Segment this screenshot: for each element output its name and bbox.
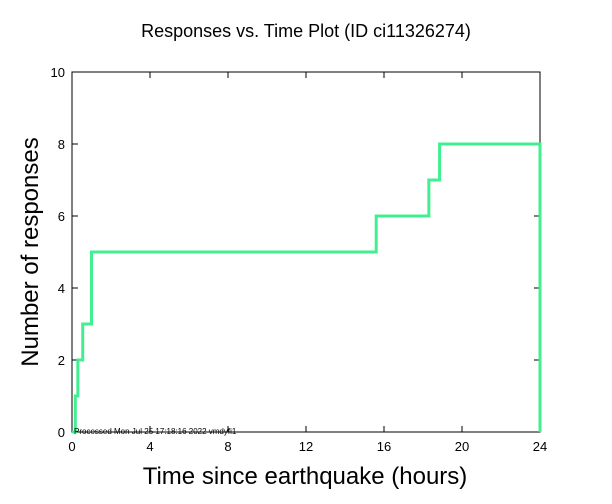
x-tick-label: 4 [146,439,153,454]
y-tick-label: 4 [58,281,65,296]
y-tick-label: 8 [58,137,65,152]
x-tick-label: 0 [68,439,75,454]
y-tick-label: 0 [58,425,65,440]
x-tick-label: 20 [455,439,469,454]
y-tick-label: 10 [51,65,65,80]
response-step-line [72,142,542,434]
y-tick-label: 6 [58,209,65,224]
processed-annotation: Processed Mon Jul 25 17:18:16 2022 vmdyf… [74,427,237,436]
y-tick-label: 2 [58,353,65,368]
x-axis-label: Time since earthquake (hours) [143,463,468,490]
x-tick-labels: 0 4 8 12 16 20 24 [68,439,547,454]
y-axis-label: Number of responses [17,137,44,366]
x-tick-label: 24 [533,439,547,454]
chart-title: Responses vs. Time Plot (ID ci11326274) [141,21,471,41]
x-tick-label: 12 [299,439,313,454]
x-tick-label: 16 [377,439,391,454]
y-tick-labels: 0 2 4 6 8 10 [51,65,65,440]
x-tick-label: 8 [224,439,231,454]
